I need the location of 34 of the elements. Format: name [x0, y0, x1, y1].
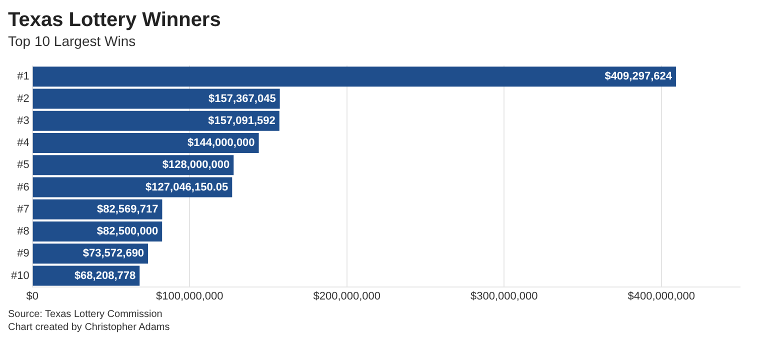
- bar: [32, 110, 280, 131]
- y-tick-label: #10: [10, 270, 30, 282]
- y-tick-label: #2: [17, 92, 30, 105]
- x-tick-label: $400,000,000: [628, 290, 696, 302]
- data-label: $127,046,150.05: [146, 181, 228, 194]
- data-label: $68,208,778: [74, 270, 136, 282]
- data-label: $157,367,045: [208, 92, 276, 105]
- bar: [32, 155, 234, 176]
- y-tick-label: #4: [17, 137, 30, 150]
- y-tick-label: #7: [17, 203, 30, 216]
- data-label: $82,569,717: [97, 203, 158, 216]
- chart-title: Texas Lottery Winners: [8, 8, 222, 32]
- y-tick-label: #8: [17, 226, 30, 238]
- y-tick-label: #5: [17, 159, 30, 172]
- x-tick-label: $100,000,000: [156, 290, 224, 302]
- data-label: $144,000,000: [188, 137, 255, 150]
- bar: [32, 133, 259, 153]
- x-tick-label: $0: [26, 290, 38, 302]
- data-label: $157,091,592: [208, 114, 276, 127]
- x-tick-label: $300,000,000: [470, 290, 538, 302]
- y-tick-label: #6: [17, 181, 30, 194]
- data-label: $128,000,000: [162, 159, 230, 172]
- y-tick-label: #9: [17, 248, 30, 260]
- x-tick-label: $200,000,000: [313, 290, 381, 302]
- data-label: $73,572,690: [82, 248, 144, 260]
- bar: [32, 88, 280, 109]
- y-tick-label: #3: [17, 114, 30, 127]
- y-tick-label: #1: [17, 70, 30, 83]
- text: Chart created by Christopher Adams: [8, 321, 171, 334]
- source-note: Source: Texas Lottery Commission: [8, 308, 164, 321]
- data-label: $82,500,000: [96, 226, 158, 238]
- chart-subtitle: Top 10 Largest Wins: [8, 32, 137, 50]
- data-label: $409,297,624: [604, 70, 673, 83]
- bar: [32, 66, 676, 87]
